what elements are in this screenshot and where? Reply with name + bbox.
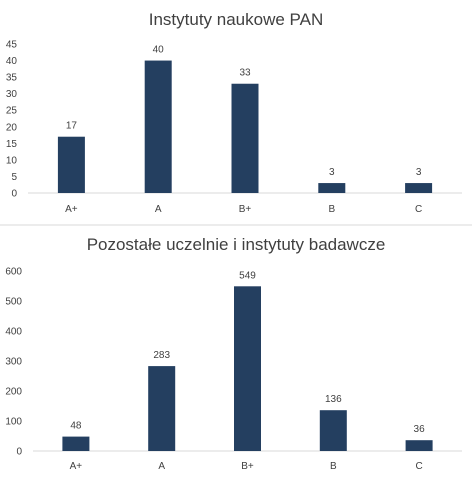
bar-a — [144, 60, 172, 193]
y-tick-label: 600 — [5, 267, 22, 278]
x-tick-label: A+ — [65, 204, 78, 215]
data-label: 33 — [239, 68, 251, 79]
bar-group — [57, 60, 433, 193]
x-tick-label: B — [328, 204, 335, 215]
x-tick-label: A+ — [70, 461, 83, 472]
y-tick-label: 0 — [16, 447, 22, 458]
y-tick-label: 5 — [11, 172, 17, 183]
bar-b — [319, 410, 347, 451]
data-label: 136 — [325, 394, 342, 405]
bar-group — [62, 286, 433, 451]
y-tick-label: 500 — [5, 297, 22, 308]
data-label: 283 — [153, 350, 170, 361]
y-tick-label: 45 — [6, 40, 18, 51]
x-tick-label: A — [158, 461, 165, 472]
x-tick-label: B+ — [241, 461, 254, 472]
y-tick-label: 400 — [5, 327, 22, 338]
x-tick-label: B+ — [239, 204, 252, 215]
y-tick-label: 35 — [6, 73, 18, 84]
data-label: 3 — [329, 167, 335, 178]
chart-panel-2: Pozostałe uczelnie i instytuty badawcze … — [5, 235, 462, 472]
y-tick-label: 20 — [6, 122, 18, 133]
y-tick-label: 15 — [6, 139, 18, 150]
chart-title: Pozostałe uczelnie i instytuty badawcze — [87, 235, 386, 254]
bar-b-plus — [231, 83, 259, 193]
y-tick-label: 300 — [5, 357, 22, 368]
data-label: 48 — [70, 421, 82, 432]
y-tick-label: 10 — [6, 155, 18, 166]
data-label: 36 — [414, 424, 426, 435]
x-tick-label: B — [330, 461, 337, 472]
bar-b — [318, 183, 346, 193]
bar-c — [405, 183, 433, 193]
y-tick-label: 100 — [5, 417, 22, 428]
x-tick-label: A — [155, 204, 162, 215]
data-labels: 48 283 549 136 36 — [70, 270, 425, 435]
y-tick-label: 40 — [6, 56, 18, 67]
y-tick-label: 25 — [6, 106, 18, 117]
chart-title: Instytuty naukowe PAN — [149, 10, 324, 29]
bar-b-plus — [234, 286, 261, 451]
y-tick-label: 200 — [5, 387, 22, 398]
data-label: 40 — [153, 45, 165, 56]
x-tick-label: C — [415, 461, 422, 472]
bar-a-plus — [62, 436, 90, 451]
data-label: 549 — [239, 270, 256, 281]
chart-panel-1: Instytuty naukowe PAN 0 5 10 15 20 25 30 35 40 45… — [6, 10, 462, 215]
data-label: 3 — [416, 167, 422, 178]
data-label: 17 — [66, 121, 78, 132]
y-tick-label: 30 — [6, 89, 18, 100]
y-axis: 0 100 200 300 400 500 600 — [5, 267, 22, 458]
bar-c — [405, 440, 433, 451]
y-axis: 0 5 10 15 20 25 30 35 40 45 — [6, 40, 18, 200]
x-axis: A+ A B+ B C — [70, 461, 423, 472]
x-axis: A+ A B+ B C — [65, 204, 422, 215]
x-tick-label: C — [415, 204, 422, 215]
y-tick-label: 0 — [11, 189, 17, 200]
bar-a — [148, 366, 176, 451]
bar-a-plus — [57, 136, 85, 193]
